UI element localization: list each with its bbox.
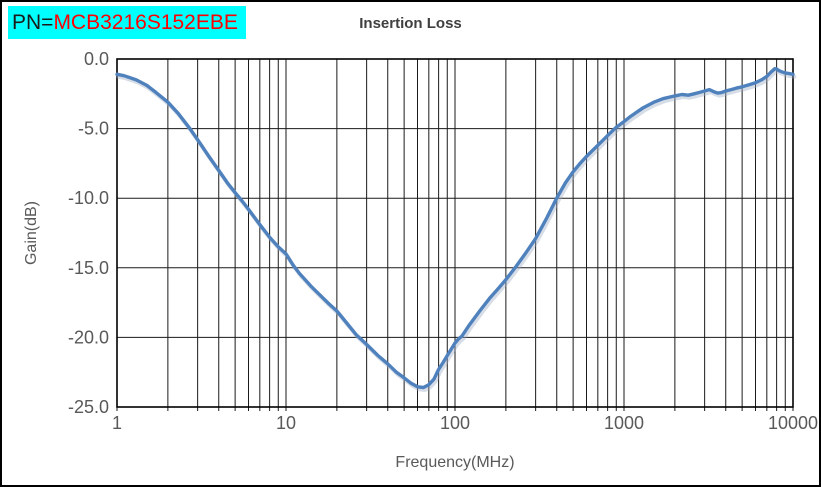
part-number-prefix: PN=: [12, 11, 54, 34]
x-axis-title: Frequency(MHz): [395, 454, 514, 471]
y-tick-label: 0.0: [84, 49, 109, 69]
x-tick-label: 1000: [604, 413, 644, 433]
y-tick-label: -10.0: [68, 188, 109, 208]
y-tick-label: -15.0: [68, 258, 109, 278]
y-axis-title: Gain(dB): [23, 201, 40, 265]
y-tick-label: -20.0: [68, 327, 109, 347]
x-tick-label: 10000: [768, 413, 818, 433]
x-tick-label: 100: [440, 413, 470, 433]
part-number-value: MCB3216S152EBE: [53, 11, 238, 34]
part-number-badge: PN=MCB3216S152EBE: [8, 6, 246, 39]
x-tick-label: 1: [112, 413, 122, 433]
insertion-loss-curve: [115, 67, 795, 390]
y-tick-label: -5.0: [78, 119, 109, 139]
plot-border: [116, 58, 794, 408]
x-tick-label: 10: [276, 413, 296, 433]
chart-title: Insertion Loss: [359, 15, 462, 32]
y-tick-label: -25.0: [68, 397, 109, 417]
